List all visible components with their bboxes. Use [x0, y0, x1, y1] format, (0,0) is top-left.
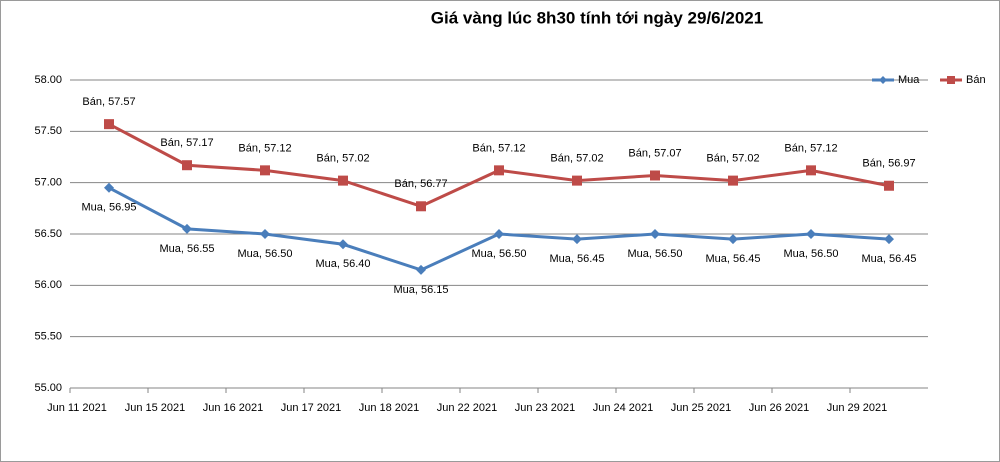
data-label: Mua, 56.50 — [627, 248, 682, 260]
marker — [338, 239, 348, 250]
marker — [728, 175, 738, 186]
marker — [494, 229, 504, 239]
y-tick-label: 56.00 — [34, 279, 62, 291]
marker — [260, 165, 270, 176]
marker — [572, 234, 582, 245]
data-label: Mua, 56.50 — [783, 248, 838, 260]
y-tick-label: 56.50 — [34, 228, 62, 240]
y-tick-label: 55.50 — [34, 331, 62, 343]
marker — [416, 201, 426, 212]
marker — [494, 165, 504, 176]
x-tick-label: Jun 25 2021 — [671, 402, 732, 414]
x-tick-label: Jun 24 2021 — [593, 402, 654, 414]
chart-title: Giá vàng lúc 8h30 tính tới ngày 29/6/202… — [431, 8, 763, 27]
x-tick-label: Jun 29 2021 — [827, 402, 888, 414]
marker — [338, 175, 348, 186]
data-label: Mua, 56.50 — [237, 248, 292, 260]
marker — [728, 234, 738, 245]
marker — [104, 182, 114, 193]
legend-marker — [879, 76, 887, 84]
data-label: Bán, 57.12 — [472, 142, 525, 154]
data-label: Mua, 56.40 — [315, 258, 370, 270]
legend-marker — [947, 76, 955, 84]
x-tick-label: Jun 11 2021 — [47, 402, 107, 414]
marker — [182, 223, 192, 234]
data-label: Mua, 56.45 — [705, 253, 760, 265]
marker — [182, 160, 192, 171]
marker — [884, 180, 894, 191]
data-label: Bán, 57.07 — [628, 147, 681, 159]
marker — [650, 170, 660, 181]
marker — [884, 234, 894, 245]
data-label: Mua, 56.45 — [549, 253, 604, 265]
y-tick-label: 57.50 — [34, 125, 62, 137]
data-label: Bán, 57.57 — [82, 96, 135, 108]
legend-label: Bán — [966, 74, 986, 86]
data-label: Mua, 56.45 — [861, 253, 916, 265]
marker — [260, 229, 270, 239]
x-tick-label: Jun 22 2021 — [437, 402, 498, 414]
x-tick-label: Jun 23 2021 — [515, 402, 576, 414]
x-tick-label: Jun 15 2021 — [125, 402, 186, 414]
y-tick-label: 58.00 — [34, 74, 62, 86]
data-label: Bán, 57.12 — [238, 142, 291, 154]
legend-label: Mua — [898, 74, 920, 86]
marker — [572, 175, 582, 186]
data-label: Bán, 56.97 — [862, 158, 915, 170]
data-label: Bán, 57.12 — [784, 142, 837, 154]
marker — [104, 119, 114, 130]
data-label: Bán, 57.02 — [316, 153, 369, 165]
marker — [806, 165, 816, 176]
marker — [416, 264, 426, 275]
x-tick-label: Jun 16 2021 — [203, 402, 264, 414]
y-tick-label: 55.00 — [34, 382, 62, 394]
data-label: Bán, 57.17 — [160, 137, 213, 149]
data-label: Mua, 56.55 — [159, 243, 214, 255]
data-label: Mua, 56.50 — [471, 248, 526, 260]
x-tick-label: Jun 18 2021 — [359, 402, 420, 414]
marker — [806, 229, 816, 239]
x-tick-label: Jun 26 2021 — [749, 402, 810, 414]
data-label: Mua, 56.15 — [393, 284, 448, 296]
data-label: Bán, 56.77 — [394, 178, 447, 190]
data-label: Mua, 56.95 — [81, 202, 136, 214]
data-label: Bán, 57.02 — [550, 153, 603, 165]
x-tick-label: Jun 17 2021 — [281, 402, 342, 414]
data-label: Bán, 57.02 — [706, 153, 759, 165]
marker — [650, 229, 660, 239]
y-tick-label: 57.00 — [34, 177, 62, 189]
